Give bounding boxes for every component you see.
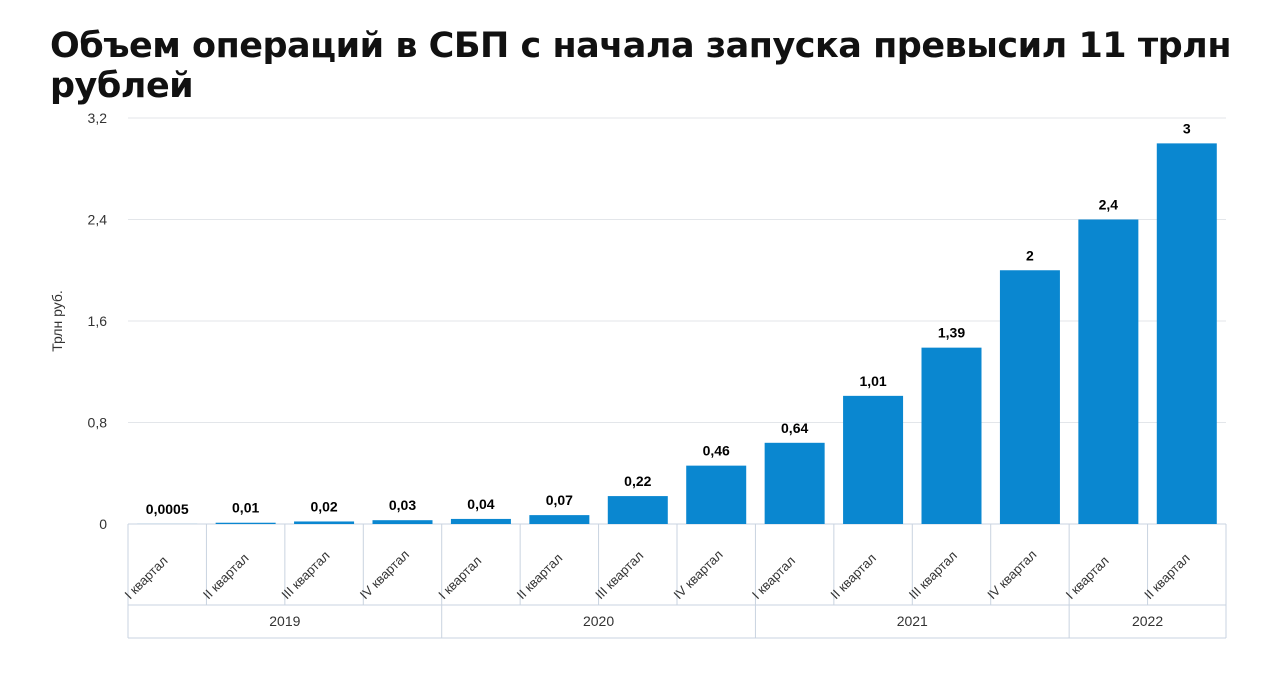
- category-label: II квартал: [827, 550, 879, 602]
- bar: [764, 442, 825, 524]
- y-tick-label: 0,8: [88, 415, 108, 431]
- data-label: 0,07: [546, 492, 573, 508]
- data-label: 3: [1183, 120, 1191, 136]
- category-label: IV квартал: [984, 547, 1039, 602]
- data-label: 0,0005: [146, 501, 189, 517]
- category-label: I квартал: [749, 553, 798, 602]
- bar: [686, 465, 747, 524]
- data-label: 2,4: [1099, 197, 1119, 213]
- category-label: I квартал: [435, 553, 484, 602]
- bar: [607, 496, 668, 524]
- category-label: II квартал: [200, 550, 252, 602]
- category-label: IV квартал: [671, 547, 726, 602]
- bar: [1156, 143, 1217, 524]
- category-label: III квартал: [906, 548, 960, 602]
- year-label: 2019: [269, 613, 300, 629]
- category-label: I квартал: [1063, 553, 1112, 602]
- bar: [294, 521, 355, 524]
- year-label: 2020: [583, 613, 614, 629]
- category-label: II квартал: [514, 550, 566, 602]
- category-label: I квартал: [122, 553, 171, 602]
- data-label: 0,01: [232, 500, 259, 516]
- y-tick-label: 1,6: [88, 313, 108, 329]
- data-label: 2: [1026, 247, 1034, 263]
- bar: [529, 515, 590, 524]
- chart-title: Объем операций в СБП с начала запуска пр…: [50, 26, 1232, 106]
- data-label: 1,39: [938, 325, 965, 341]
- y-tick-label: 2,4: [88, 212, 108, 228]
- category-label: II квартал: [1141, 550, 1193, 602]
- category-label: III квартал: [592, 548, 646, 602]
- category-label: IV квартал: [357, 547, 412, 602]
- y-tick-label: 0: [99, 516, 107, 532]
- bar: [372, 520, 433, 524]
- bar: [843, 395, 904, 524]
- data-label: 0,46: [703, 443, 730, 459]
- bar: [1078, 219, 1139, 524]
- bar: [999, 270, 1060, 524]
- data-label: 1,01: [859, 373, 886, 389]
- y-axis-label: Трлн руб.: [49, 290, 65, 352]
- data-label: 0,03: [389, 497, 416, 513]
- year-label: 2021: [897, 613, 928, 629]
- data-label: 0,04: [467, 496, 494, 512]
- y-tick-label: 3,2: [88, 110, 108, 126]
- category-label: III квартал: [278, 548, 332, 602]
- data-label: 0,22: [624, 473, 651, 489]
- bar: [215, 522, 276, 524]
- year-label: 2022: [1132, 613, 1163, 629]
- data-label: 0,64: [781, 420, 808, 436]
- bar: [921, 347, 982, 524]
- bar: [450, 518, 511, 524]
- data-label: 0,02: [310, 498, 337, 514]
